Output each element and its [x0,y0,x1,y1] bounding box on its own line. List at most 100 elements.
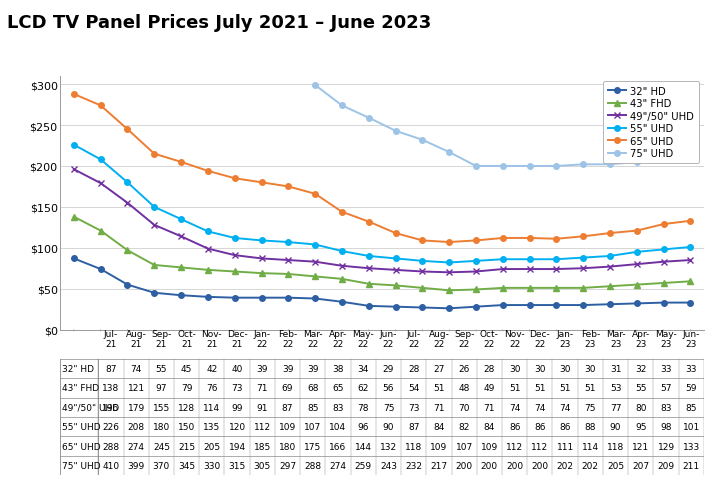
Text: Sep-
22: Sep- 22 [454,330,474,348]
Text: 101: 101 [683,422,700,431]
Text: Jan-
22: Jan- 22 [254,330,271,348]
75" UHD [445,150,454,156]
Text: Apr-
23: Apr- 23 [631,330,650,348]
Text: Feb-
22: Feb- 22 [278,330,297,348]
Text: 31: 31 [610,364,621,373]
Text: May-
22: May- 22 [353,330,374,348]
49"/50" UHD [97,181,105,187]
32" HD [391,304,400,310]
Text: 33: 33 [661,364,672,373]
Text: 85: 85 [307,403,319,412]
43" FHD [606,284,614,289]
Text: 57: 57 [661,384,672,393]
65" UHD [123,127,132,133]
Text: 144: 144 [355,442,372,451]
43" FHD [686,279,695,285]
32" HD [365,303,373,309]
65" UHD [150,152,159,157]
55" UHD [498,257,507,263]
Text: 150: 150 [178,422,196,431]
Text: 79: 79 [181,384,193,393]
55" UHD [418,258,427,264]
49"/50" UHD [498,266,507,272]
65" UHD [311,192,319,197]
43" FHD [284,272,293,277]
Text: 208: 208 [127,422,145,431]
Text: 78: 78 [358,403,369,412]
Text: 53: 53 [610,384,621,393]
Text: 43" FHD: 43" FHD [63,384,100,393]
Text: Jan-
23: Jan- 23 [557,330,574,348]
Text: 129: 129 [658,442,675,451]
43" FHD [659,280,668,286]
Text: 410: 410 [102,461,119,470]
55" UHD [284,240,293,245]
49"/50" UHD [606,264,614,270]
43" FHD [418,286,427,291]
Text: 55: 55 [156,364,167,373]
32" HD [150,290,159,296]
Text: Feb-
23: Feb- 23 [581,330,600,348]
Text: 202: 202 [582,461,599,470]
75" UHD [391,129,400,134]
55" UHD [525,257,534,263]
Text: 107: 107 [304,422,321,431]
49"/50" UHD [230,253,239,259]
Legend: 32" HD, 43" FHD, 49"/50" UHD, 55" UHD, 65" UHD, 75" UHD: 32" HD, 43" FHD, 49"/50" UHD, 55" UHD, 6… [603,82,699,164]
Text: 55" UHD: 55" UHD [63,422,101,431]
Text: Jul-
22: Jul- 22 [407,330,421,348]
75" UHD [338,103,346,109]
Text: May-
23: May- 23 [655,330,677,348]
75" UHD [311,83,319,89]
Text: 74: 74 [130,364,141,373]
Text: 243: 243 [380,461,397,470]
Text: 399: 399 [127,461,145,470]
75" UHD [606,162,614,168]
Text: 202: 202 [557,461,574,470]
Text: 34: 34 [358,364,369,373]
65" UHD [659,222,668,228]
49"/50" UHD [365,266,373,272]
Text: 114: 114 [582,442,599,451]
75" UHD [686,155,695,160]
Text: 30: 30 [584,364,596,373]
Text: 180: 180 [153,422,170,431]
75" UHD [579,162,587,168]
Text: 138: 138 [102,384,119,393]
Text: 95: 95 [635,422,646,431]
Text: 121: 121 [127,384,145,393]
Text: 59: 59 [685,384,697,393]
Text: 51: 51 [584,384,596,393]
Text: 98: 98 [661,422,672,431]
Text: 51: 51 [433,384,444,393]
49"/50" UHD [633,262,641,267]
Text: 56: 56 [383,384,394,393]
Text: 114: 114 [203,403,220,412]
49"/50" UHD [391,267,400,273]
Text: Apr-
22: Apr- 22 [329,330,347,348]
Text: 65: 65 [332,384,343,393]
Text: 259: 259 [355,461,372,470]
43" FHD [338,276,346,282]
Text: 39: 39 [257,364,268,373]
32" HD [177,293,186,299]
55" UHD [633,250,641,255]
65" UHD [498,236,507,241]
Text: 71: 71 [433,403,444,412]
Text: 84: 84 [483,422,495,431]
32" HD [338,299,346,305]
Text: Aug-
22: Aug- 22 [429,330,449,348]
Text: Dec-
21: Dec- 21 [227,330,247,348]
Text: 42: 42 [206,364,218,373]
Text: 71: 71 [257,384,268,393]
Text: 32: 32 [635,364,646,373]
65" UHD [365,219,373,225]
Text: 112: 112 [506,442,523,451]
Text: 109: 109 [430,442,447,451]
75" UHD [659,158,668,164]
49"/50" UHD [686,258,695,264]
Text: 87: 87 [282,403,293,412]
Text: 245: 245 [153,442,170,451]
65" UHD [257,180,266,186]
55" UHD [471,258,480,264]
